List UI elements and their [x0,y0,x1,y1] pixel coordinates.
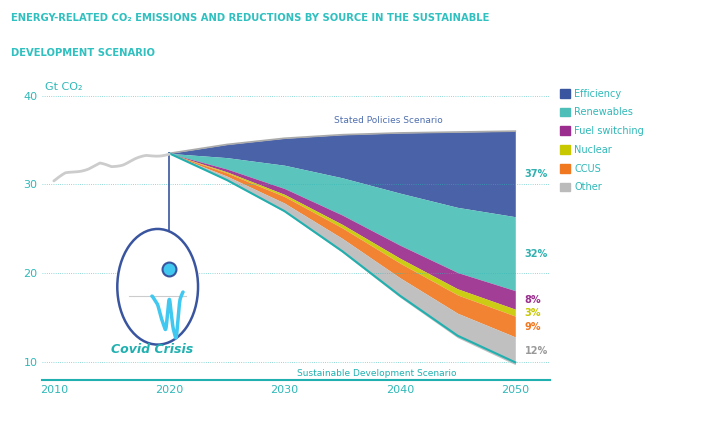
Ellipse shape [117,229,198,345]
Text: DEVELOPMENT SCENARIO: DEVELOPMENT SCENARIO [11,48,154,57]
Text: 37%: 37% [525,169,548,179]
Text: Gt CO₂: Gt CO₂ [44,82,82,92]
Text: 3%: 3% [525,308,541,318]
Text: Covid Crisis: Covid Crisis [111,343,193,356]
Text: 32%: 32% [525,249,548,259]
Text: 9%: 9% [525,321,541,331]
Text: 8%: 8% [525,295,541,305]
Legend: Efficiency, Renewables, Fuel switching, Nuclear, CCUS, Other: Efficiency, Renewables, Fuel switching, … [560,89,644,192]
Text: Stated Policies Scenario: Stated Policies Scenario [334,116,443,125]
Text: 12%: 12% [525,346,548,356]
Text: Sustainable Development Scenario: Sustainable Development Scenario [297,368,457,378]
Text: ENERGY-RELATED CO₂ EMISSIONS AND REDUCTIONS BY SOURCE IN THE SUSTAINABLE: ENERGY-RELATED CO₂ EMISSIONS AND REDUCTI… [11,13,489,23]
